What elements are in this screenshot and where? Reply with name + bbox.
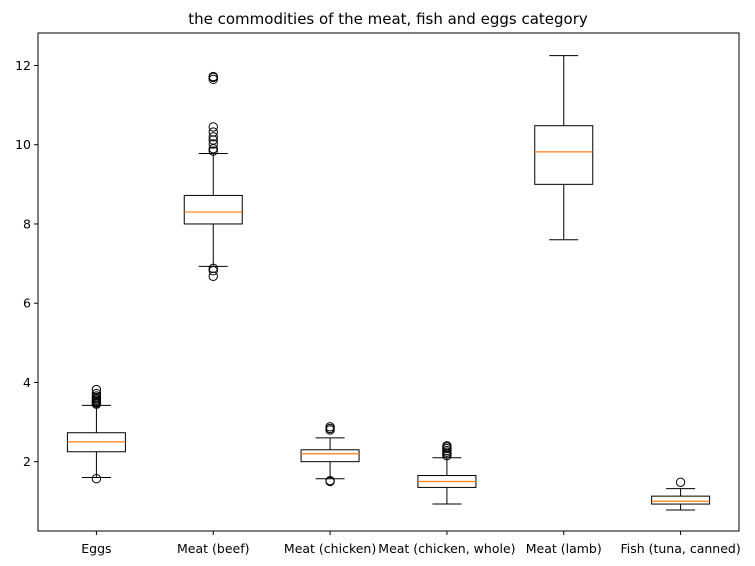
x-tick-label: Fish (tuna, canned) (620, 541, 740, 556)
outlier-point (91, 388, 102, 399)
x-tick-label: Eggs (81, 541, 111, 556)
outlier-point (208, 127, 218, 137)
outlier-point (208, 263, 218, 274)
outlier-point (208, 266, 218, 276)
y-tick-label: 4 (23, 375, 31, 390)
x-tick-label: Meat (chicken, whole) (378, 541, 515, 556)
iqr-box (534, 125, 594, 185)
y-tick-label: 10 (15, 137, 31, 152)
box-3 (300, 422, 360, 487)
y-tick-label: 6 (23, 296, 31, 311)
outlier-point (208, 71, 218, 82)
box-4 (417, 441, 477, 505)
outlier-point (208, 122, 218, 132)
outlier-point (91, 384, 102, 395)
y-tick-label: 8 (23, 216, 31, 231)
outlier-point (208, 132, 218, 142)
outlier-point (91, 391, 102, 401)
x-tick-label: Meat (lamb) (526, 541, 602, 556)
chart-title: the commodities of the meat, fish and eg… (188, 10, 588, 28)
iqr-box (183, 194, 243, 225)
outlier-point (325, 475, 335, 486)
box-2 (183, 71, 243, 281)
box-1 (66, 384, 126, 484)
y-tick-label: 2 (23, 454, 31, 469)
y-tick-label: 12 (15, 58, 31, 73)
box-6 (651, 477, 711, 511)
outlier-point (208, 139, 218, 149)
iqr-box (651, 495, 711, 505)
outlier-point (208, 146, 218, 156)
outlier-point (91, 474, 102, 484)
box-5 (534, 55, 594, 241)
outlier-point (675, 477, 686, 487)
x-tick-label: Meat (chicken) (284, 541, 376, 556)
iqr-box (300, 449, 360, 463)
outlier-point (442, 441, 452, 451)
axes-frame (37, 32, 740, 532)
outlier-point (325, 422, 335, 432)
x-tick-label: Meat (beef) (177, 541, 249, 556)
